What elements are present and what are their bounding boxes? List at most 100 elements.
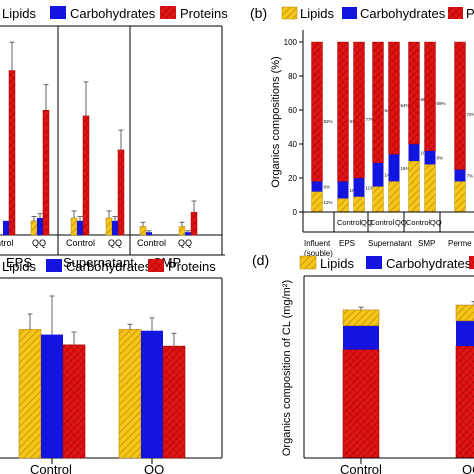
legend-carbohydrates-swatch bbox=[46, 259, 62, 272]
data-label: 7% bbox=[467, 173, 474, 178]
y-tick-label: 0 bbox=[293, 208, 298, 217]
data-label: 77% bbox=[366, 117, 375, 122]
stacked-bar-proteins bbox=[408, 41, 420, 145]
panel-b-ylabel: Organics compositions (%) bbox=[270, 56, 282, 187]
stacked-bar-lipids bbox=[408, 160, 420, 213]
y-tick-label: 100 bbox=[284, 38, 298, 47]
panel-b: (b) Lipids Carbohydrates Proteins Organi… bbox=[250, 5, 474, 258]
panel-b-grouplabels: Influent (souble) EPS Supernatant SMP Pe… bbox=[304, 239, 472, 258]
legend-proteins-label: Proteins bbox=[180, 6, 228, 21]
stacked-bar-lipids bbox=[372, 186, 384, 213]
stacked-bar-lipids bbox=[311, 191, 323, 213]
tick-label: QQ bbox=[395, 218, 407, 227]
bar-carbohydrates bbox=[185, 232, 191, 235]
tick-label: Control bbox=[337, 218, 362, 227]
y-tick-label: 80 bbox=[288, 72, 297, 81]
legend-lipids-label: Lipids bbox=[2, 259, 36, 274]
stacked-bar-carbohydrates bbox=[372, 162, 384, 187]
legend-carbohydrates-label: Carbohydrates bbox=[66, 259, 152, 274]
panel-d-letter: (d) bbox=[252, 252, 269, 268]
panel-d: (d) Lipids Carbohydrates Organics compos… bbox=[252, 252, 474, 474]
tick-label: Control bbox=[406, 218, 431, 227]
group-label-eps: EPS bbox=[339, 239, 355, 248]
legend-lipids-label: Lipids bbox=[2, 6, 36, 21]
data-label: 72% bbox=[467, 112, 474, 117]
legend-lipids-label: Lipids bbox=[300, 6, 334, 21]
legend-proteins-label: Proteins bbox=[466, 6, 474, 21]
group-label-smp: SMP bbox=[418, 239, 435, 248]
stacked-bar-lipids bbox=[455, 304, 474, 322]
bar-carbohydrates bbox=[37, 217, 43, 235]
stacked-bar-carbohydrates bbox=[454, 169, 466, 182]
stacked-bar-lipids bbox=[337, 198, 349, 213]
stacked-bar-proteins bbox=[454, 41, 466, 170]
legend-carbohydrates-swatch bbox=[342, 7, 357, 19]
panel-b-letter: (b) bbox=[250, 5, 267, 21]
bar-proteins bbox=[8, 70, 16, 236]
data-label: 64% bbox=[401, 103, 410, 108]
legend-proteins-swatch bbox=[160, 6, 176, 19]
tick-label: Control bbox=[340, 462, 382, 474]
tick-label: QQ bbox=[144, 462, 164, 474]
bar-proteins bbox=[162, 345, 186, 459]
y-tick-label: 20 bbox=[288, 174, 297, 183]
stacked-bar-carbohydrates bbox=[311, 181, 323, 192]
group-label-supernatant: Supernatant bbox=[63, 255, 134, 270]
panel-a-ticklabels: ntrol QQ Control QQ Control QQ bbox=[0, 238, 192, 248]
stacked-bar-proteins bbox=[424, 41, 436, 152]
bar-lipids bbox=[105, 217, 113, 236]
legend-carbohydrates-swatch bbox=[50, 6, 66, 19]
bar-carbohydrates bbox=[112, 220, 118, 235]
panel-c-legend: Lipids Carbohydrates Proteins bbox=[2, 259, 216, 274]
stacked-bar-proteins bbox=[372, 41, 384, 163]
panel-b-yticks: 0 20 40 60 80 100 bbox=[284, 38, 303, 217]
bar-carbohydrates bbox=[146, 232, 152, 235]
group-label-influent-2: (souble) bbox=[304, 249, 333, 258]
stacked-bar-proteins bbox=[353, 41, 365, 179]
stacked-bar-proteins bbox=[388, 41, 400, 155]
legend-carbohydrates-label: Carbohydrates bbox=[360, 6, 446, 21]
stacked-bar-proteins bbox=[311, 41, 323, 182]
legend-proteins-swatch bbox=[448, 7, 463, 19]
data-label: 11% bbox=[366, 185, 375, 190]
stacked-bar-carbohydrates bbox=[337, 181, 349, 199]
bar-lipids bbox=[139, 226, 147, 236]
stacked-bar-proteins bbox=[342, 349, 380, 459]
stacked-bar-carbohydrates bbox=[388, 154, 400, 182]
panel-c: Lipids Carbohydrates Proteins Control QQ bbox=[0, 259, 223, 474]
panel-d-ylabel: Organics composition of CL (mg/m²) bbox=[281, 280, 293, 456]
panel-b-legend: Lipids Carbohydrates Proteins bbox=[281, 6, 474, 21]
legend-lipids-label: Lipids bbox=[320, 256, 354, 271]
bar-carbohydrates bbox=[77, 220, 83, 235]
panel-b-axes bbox=[302, 30, 474, 233]
y-tick-label: 40 bbox=[288, 140, 297, 149]
stacked-bar-carbohydrates bbox=[424, 150, 436, 165]
tick-label: Control bbox=[137, 238, 166, 248]
stacked-bar-lipids bbox=[353, 196, 365, 213]
panel-b-ticklabels: Control QQ Control QQ Control QQ bbox=[337, 218, 442, 227]
legend-proteins-label: Proteins bbox=[168, 259, 216, 274]
stacked-bar-lipids bbox=[342, 309, 380, 327]
tick-label: QQ bbox=[108, 238, 122, 248]
legend-carbohydrates-label: Carbohydrates bbox=[386, 256, 472, 271]
legend-proteins-swatch bbox=[469, 256, 474, 269]
panel-a-bars bbox=[3, 41, 198, 236]
panel-a-legend: Lipids Carbohydrates Proteins bbox=[2, 6, 228, 21]
tick-label: ntrol bbox=[0, 238, 14, 248]
tick-label: Control bbox=[370, 218, 395, 227]
bar-lipids bbox=[30, 220, 38, 236]
panel-a: Lipids Carbohydrates Proteins ntrol QQ C… bbox=[0, 6, 228, 270]
panel-d-bars bbox=[342, 301, 474, 459]
tick-label: QQ bbox=[361, 218, 373, 227]
group-label-supernatant: Supernatant bbox=[368, 239, 412, 248]
panel-d-axes bbox=[303, 275, 474, 464]
legend-lipids-swatch bbox=[281, 6, 298, 20]
bar-proteins bbox=[190, 212, 198, 236]
panel-d-legend: Lipids Carbohydrates bbox=[299, 255, 474, 271]
group-label-eps: EPS bbox=[6, 255, 32, 270]
bar-lipids bbox=[118, 329, 142, 459]
panel-a-grouplabels: EPS Supernatant SMP bbox=[6, 255, 181, 270]
legend-carbohydrates-label: Carbohydrates bbox=[70, 6, 156, 21]
bar-proteins bbox=[42, 109, 50, 236]
